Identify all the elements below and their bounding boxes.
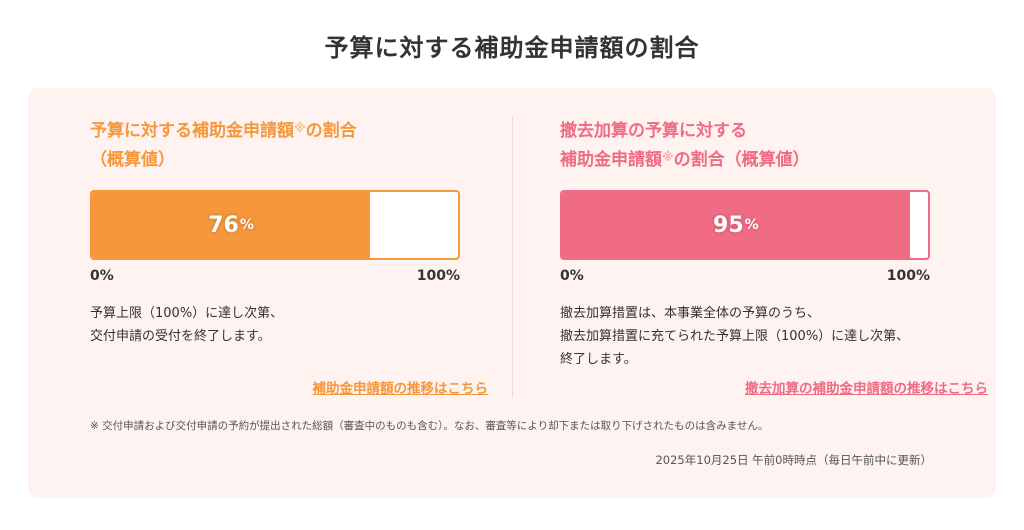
progress-value: 76 [208,212,239,238]
removal-history-link[interactable]: 撤去加算の補助金申請額の推移はこちら [745,381,988,397]
removal-ratio-description: 撤去加算措置は、本事業全体の予算のうち、 撤去加算措置に充てられた予算上限（10… [560,302,960,371]
subsidy-ratio-description: 予算上限（100%）に達し次第、 交付申請の受付を終了します。 [90,302,490,348]
title-line2-prefix: 補助金申請額 [560,150,662,170]
subsidy-history-link[interactable]: 補助金申請額の推移はこちら [312,381,489,397]
update-timestamp: 2025年10月25日 午前0時時点（毎日午前中に更新） [655,453,932,467]
desc-line2: 交付申請の受付を終了します。 [90,329,271,344]
page-title: 予算に対する補助金申請額の割合 [324,34,700,62]
desc-line1: 撤去加算措置は、本事業全体の予算のうち、 [560,306,821,321]
title-line2: （概算値） [90,150,175,170]
budget-ratio-panel: 予算に対する補助金申請額※の割合 （概算値） 76% 0% 100% 予算上限（… [28,88,996,498]
title-line2-suffix: の割合（概算値） [673,150,810,170]
scale-min: 0% [90,268,114,284]
progress-fill [92,192,371,258]
desc-line1: 予算上限（100%）に達し次第、 [90,306,284,321]
column-divider [512,116,513,398]
progress-fill [562,192,910,258]
scale-max: 100% [886,268,930,284]
scale-max: 100% [416,268,460,284]
note-mark: ※ [294,121,306,135]
scale-min: 0% [560,268,584,284]
title-line1-suffix: の割合 [305,121,357,141]
subsidy-ratio-progress-bar: 76% [90,190,460,260]
note-mark: ※ [662,150,674,164]
progress-label: 95% [562,192,910,258]
progress-unit: % [239,217,254,233]
progress-unit: % [744,217,759,233]
title-line1: 予算に対する補助金申請額 [90,121,294,141]
desc-line3: 終了します。 [560,352,637,367]
desc-line2: 撤去加算措置に充てられた予算上限（100%）に達し次第、 [560,329,910,344]
progress-label: 76% [92,192,370,258]
subsidy-ratio-title: 予算に対する補助金申請額※の割合 （概算値） [90,117,357,175]
removal-ratio-progress-bar: 95% [560,190,930,260]
title-line1: 撤去加算の予算に対する [560,121,747,141]
removal-ratio-title: 撤去加算の予算に対する 補助金申請額※の割合（概算値） [560,117,810,175]
progress-value: 95 [713,212,744,238]
footnote: ※ 交付申請および交付申請の予約が提出された総額（審査中のものも含む）。なお、審… [90,420,769,432]
